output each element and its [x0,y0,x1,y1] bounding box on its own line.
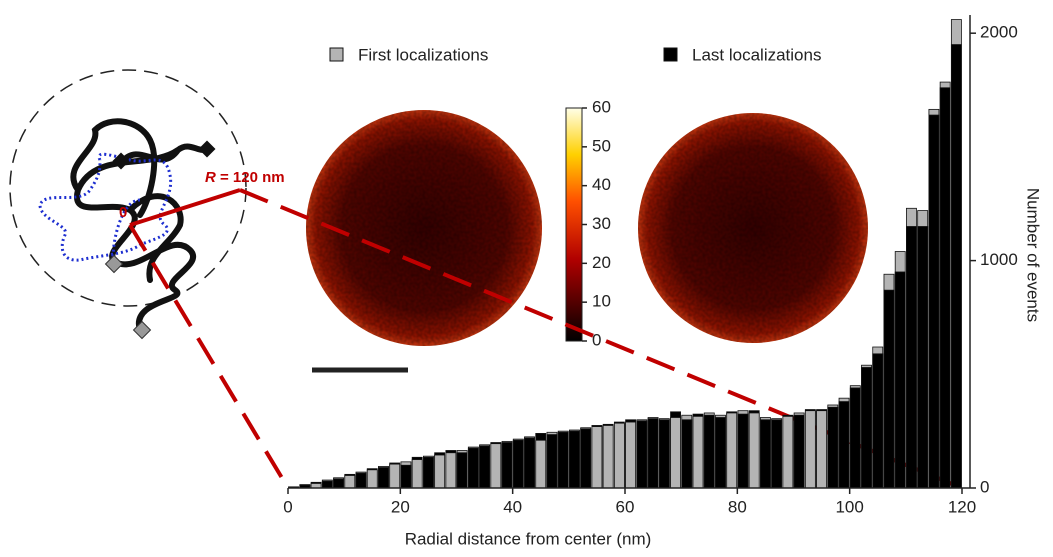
legend-label: First localizations [358,45,488,64]
y-tick-label: 0 [980,477,989,496]
bar [366,469,378,489]
y-tick-label: 1000 [980,250,1018,269]
bar [838,401,850,489]
bar [445,452,457,489]
bar [400,464,412,489]
x-tick-label: 120 [948,497,976,516]
legend-swatch [329,47,344,62]
bar [344,475,356,489]
bar [580,428,592,489]
bar [501,442,513,489]
colorbar-tick-label: 20 [592,253,611,272]
bar [321,480,333,489]
colorbar-tick-label: 30 [592,214,611,233]
heatmap-noise [306,110,542,346]
bar [658,419,670,489]
bar [703,414,715,489]
bar [804,410,816,489]
zoom-line [128,223,290,490]
bar [490,443,502,489]
bar [726,412,738,489]
bar [827,406,839,489]
confinement-circle [9,69,247,307]
bar [591,426,603,489]
radius-symbol: R [205,169,216,186]
end-marker [198,140,216,158]
bar [816,410,827,489]
bar [692,415,704,489]
bar [670,417,681,489]
bar [748,412,760,489]
end-marker [112,152,130,170]
bar [512,439,524,489]
bar [939,87,951,489]
x-axis-label: Radial distance from center (nm) [405,529,652,548]
bar [613,422,625,489]
colorbar [565,107,583,342]
y-tick-label: 2000 [980,23,1018,42]
colorbar-tick-label: 60 [592,97,611,116]
bar [467,447,479,489]
bar [524,437,535,489]
bar [883,289,895,489]
chain-first [38,152,173,266]
bar [535,439,547,489]
radius-value: = 120 nm [220,169,285,186]
start-marker [132,320,152,340]
bar [422,456,434,489]
bar [456,452,468,489]
bar [378,467,389,489]
bar [793,414,805,489]
bar [681,419,693,489]
bar [715,417,726,489]
x-tick-label: 60 [616,497,635,516]
x-tick-label: 100 [835,497,863,516]
colorbar-tick-label: 40 [592,175,611,194]
bar [636,420,648,489]
bar [950,44,962,489]
legend-swatch [663,47,678,62]
y-axis-label: Number of events [1024,188,1043,322]
bar [569,430,580,489]
bar [861,367,872,489]
bar [647,418,659,489]
bar [771,419,783,489]
bar [434,454,446,489]
heatmap-noise [638,113,868,343]
bar [546,434,558,489]
bar [411,459,423,489]
bar [872,353,884,489]
colorbar-tick-label: 0 [592,330,601,349]
bar [737,413,749,489]
bar [760,419,771,489]
bar [355,472,367,489]
origin-label: 0 [119,204,127,221]
bar [333,478,344,489]
colorbar-tick-label: 10 [592,292,611,311]
x-tick-label: 0 [283,497,292,516]
radius-line [129,188,241,227]
bar [782,415,794,489]
colorbar-tick-label: 50 [592,136,611,155]
bar [557,431,569,489]
start-marker [104,254,124,274]
x-tick-label: 80 [728,497,747,516]
chain-last [70,118,211,333]
x-tick-label: 40 [503,497,522,516]
legend-label: Last localizations [692,45,821,64]
bar [928,114,940,489]
bar [849,387,861,489]
bar [906,226,917,489]
bar [389,463,401,489]
bar [894,271,906,489]
x-tick-label: 20 [391,497,410,516]
bar [602,425,614,489]
bar [479,445,491,489]
bar [917,226,929,489]
bar [625,421,637,489]
